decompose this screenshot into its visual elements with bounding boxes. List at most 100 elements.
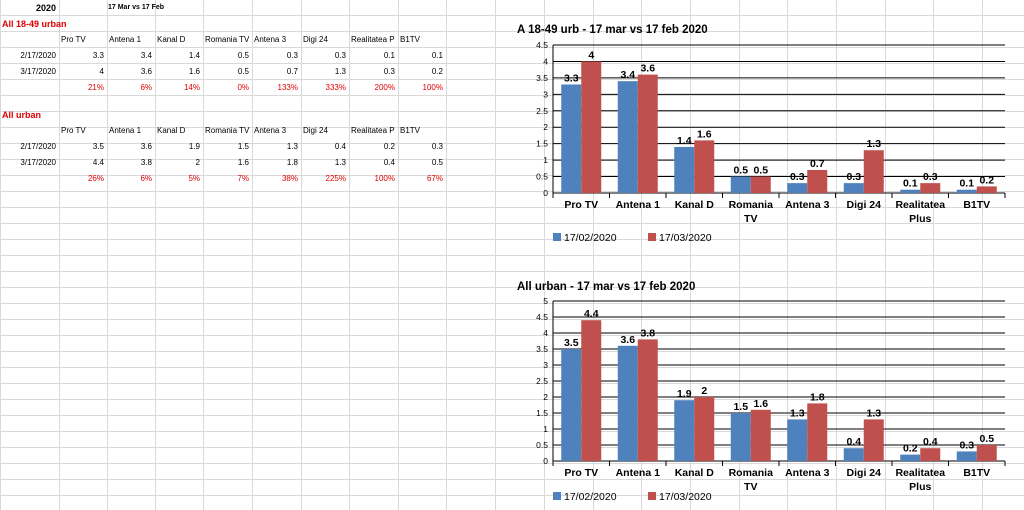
percent-change-cell[interactable]: 21% [87, 83, 104, 92]
bar-mar [694, 397, 715, 461]
value-cell[interactable]: 4.4 [92, 158, 104, 167]
y-tick-label: 2 [543, 392, 548, 402]
bar-mar [750, 409, 771, 461]
value-cell[interactable]: 1.8 [286, 158, 298, 167]
value-cell[interactable]: 0.1 [383, 51, 395, 60]
value-cell[interactable]: 0.4 [383, 158, 395, 167]
value-cell[interactable]: 3.6 [140, 142, 152, 151]
column-header[interactable]: Romania TV [205, 126, 250, 135]
y-tick-label: 5 [543, 296, 548, 306]
percent-change-cell[interactable]: 7% [237, 174, 249, 183]
value-cell[interactable]: 0.5 [237, 67, 249, 76]
value-cell[interactable]: 1.6 [188, 67, 200, 76]
column-header[interactable]: Digi 24 [303, 126, 328, 135]
data-label: 3.4 [620, 69, 635, 81]
bar-feb [617, 81, 638, 193]
percent-change-cell[interactable]: 133% [277, 83, 298, 92]
legend-label: 17/02/2020 [564, 232, 617, 244]
y-tick-label: 3.5 [536, 344, 548, 354]
section-title[interactable]: All 18-49 urban [2, 19, 67, 29]
value-cell[interactable]: 0.4 [334, 142, 346, 151]
date-cell[interactable]: 3/17/2020 [20, 158, 56, 167]
value-cell[interactable]: 0.3 [383, 67, 395, 76]
data-label: 3.8 [640, 327, 655, 339]
bar-mar [637, 339, 658, 461]
bar-mar [581, 320, 602, 461]
percent-change-cell[interactable]: 67% [426, 174, 443, 183]
value-cell[interactable]: 0.5 [237, 51, 249, 60]
year-cell[interactable]: 2020 [36, 3, 57, 13]
data-label: 3.5 [564, 337, 579, 349]
percent-change-cell[interactable]: 38% [281, 174, 298, 183]
value-cell[interactable]: 4 [99, 67, 104, 76]
value-cell[interactable]: 0.3 [431, 142, 443, 151]
data-label: 0.2 [979, 174, 994, 186]
column-header[interactable]: Antena 1 [109, 126, 142, 135]
bar-mar [807, 403, 828, 461]
column-header[interactable]: Antena 1 [109, 35, 142, 44]
date-cell[interactable]: 2/17/2020 [20, 142, 56, 151]
percent-change-cell[interactable]: 26% [87, 174, 104, 183]
value-cell[interactable]: 0.7 [286, 67, 298, 76]
date-cell[interactable]: 2/17/2020 [20, 51, 56, 60]
data-label: 1.3 [790, 407, 805, 419]
data-label: 3.6 [640, 63, 655, 75]
bar-mar [976, 186, 997, 193]
value-cell[interactable]: 1.3 [334, 158, 346, 167]
percent-change-cell[interactable]: 14% [183, 83, 200, 92]
date-cell[interactable]: 3/17/2020 [20, 67, 56, 76]
value-cell[interactable]: 3.6 [140, 67, 152, 76]
column-header[interactable]: Pro TV [61, 35, 86, 44]
value-cell[interactable]: 0.3 [286, 51, 298, 60]
percent-change-cell[interactable]: 200% [374, 83, 395, 92]
column-header[interactable]: Realitatea P [351, 35, 395, 44]
percent-change-cell[interactable]: 6% [140, 174, 152, 183]
percent-change-cell[interactable]: 5% [188, 174, 200, 183]
column-header[interactable]: Antena 3 [254, 35, 287, 44]
x-tick-label: Antena 1 [616, 467, 661, 479]
column-header[interactable]: Kanal D [157, 35, 186, 44]
value-cell[interactable]: 1.9 [188, 142, 200, 151]
value-cell[interactable]: 3.8 [140, 158, 152, 167]
column-header[interactable]: Kanal D [157, 126, 186, 135]
value-cell[interactable]: 1.5 [237, 142, 249, 151]
value-cell[interactable]: 0.2 [383, 142, 395, 151]
legend-swatch [648, 492, 656, 500]
y-tick-label: 0.5 [536, 172, 548, 182]
bar-feb [730, 176, 751, 193]
value-cell[interactable]: 1.4 [188, 51, 200, 60]
data-label: 4 [588, 49, 594, 61]
percent-change-cell[interactable]: 100% [422, 83, 443, 92]
comparison-cell[interactable]: 17 Mar vs 17 Feb [108, 4, 165, 11]
y-tick-label: 4.5 [536, 312, 548, 322]
value-cell[interactable]: 1.3 [334, 67, 346, 76]
value-cell[interactable]: 2 [195, 158, 200, 167]
x-tick-label: Kanal D [675, 199, 715, 211]
percent-change-cell[interactable]: 333% [325, 83, 346, 92]
value-cell[interactable]: 3.4 [140, 51, 152, 60]
value-cell[interactable]: 0.5 [431, 158, 443, 167]
percent-change-cell[interactable]: 0% [237, 83, 249, 92]
data-label: 0.3 [846, 171, 861, 183]
column-header[interactable]: B1TV [400, 126, 421, 135]
column-header[interactable]: Antena 3 [254, 126, 287, 135]
column-header[interactable]: Digi 24 [303, 35, 328, 44]
value-cell[interactable]: 1.6 [237, 158, 249, 167]
x-tick-label: Romania TV [729, 467, 774, 493]
section-title[interactable]: All urban [2, 110, 42, 120]
value-cell[interactable]: 1.3 [286, 142, 298, 151]
value-cell[interactable]: 0.2 [431, 67, 443, 76]
percent-change-cell[interactable]: 6% [140, 83, 152, 92]
percent-change-cell[interactable]: 225% [325, 174, 346, 183]
column-header[interactable]: Romania TV [205, 35, 250, 44]
x-tick-label: B1TV [963, 199, 990, 211]
value-cell[interactable]: 3.3 [92, 51, 104, 60]
value-cell[interactable]: 0.1 [431, 51, 443, 60]
value-cell[interactable]: 0.3 [334, 51, 346, 60]
percent-change-cell[interactable]: 100% [374, 174, 395, 183]
column-header[interactable]: Realitatea P [351, 126, 395, 135]
value-cell[interactable]: 3.5 [92, 142, 104, 151]
column-header[interactable]: B1TV [400, 35, 421, 44]
bar-feb [900, 189, 921, 193]
column-header[interactable]: Pro TV [61, 126, 86, 135]
